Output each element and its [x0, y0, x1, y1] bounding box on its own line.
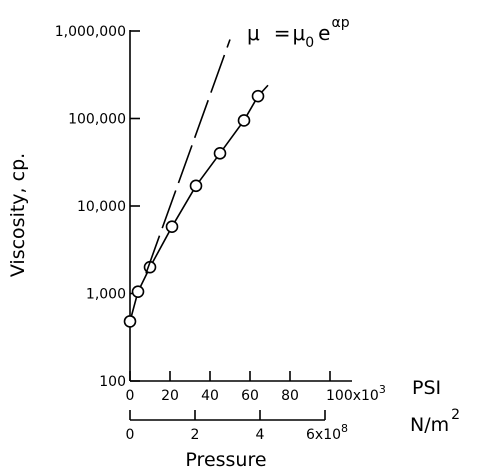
x-secondary-tick-label: 0 — [126, 427, 135, 443]
x-secondary-tick-label: 4 — [256, 427, 265, 443]
y-tick-label: 1,000 — [86, 287, 126, 303]
series-layer — [123, 39, 269, 328]
data-point — [213, 147, 227, 160]
data-point — [251, 89, 265, 103]
x-secondary-tick-label: 6x108 — [306, 422, 348, 443]
eq-equals: = — [274, 21, 291, 45]
dashed-exponential-line — [145, 39, 231, 274]
x-primary-unit-label: PSI — [412, 377, 441, 399]
x-secondary-unit-exponent: 2 — [451, 407, 460, 423]
x-primary-tick-label: 0 — [126, 388, 135, 404]
data-point — [165, 220, 179, 234]
y-tick-label: 1,000,000 — [55, 24, 126, 40]
eq-sup: αp — [331, 15, 349, 31]
data-point — [131, 285, 145, 298]
x-secondary-unit-base: N/m — [410, 414, 449, 436]
y-tick-label: 100 — [99, 374, 126, 390]
x-primary-tick-exponent: 3 — [379, 383, 386, 396]
eq-sub: 0 — [305, 35, 314, 51]
y-tick-group: 100 1,000 10,000 100,000 1,000,000 — [55, 24, 140, 390]
eq-mu: μ — [247, 21, 260, 45]
equation-annotation: μ = μ0 eαp — [247, 15, 350, 51]
x-primary-tick-label: 20 — [161, 388, 179, 404]
data-point — [123, 315, 137, 328]
x-primary-tick-label: 80 — [281, 388, 299, 404]
x-primary-tick-label: 40 — [201, 388, 219, 404]
x-secondary-tick-label: 2 — [191, 427, 200, 443]
y-tick-label: 100,000 — [68, 112, 126, 128]
data-point — [237, 114, 251, 127]
x-axis-label: Pressure — [185, 449, 266, 471]
x-secondary-tick-group: 0 2 4 6x108 — [126, 410, 348, 443]
x-primary-tick-label: 60 — [241, 388, 259, 404]
x-primary-tick-label: 100x103 — [326, 383, 386, 404]
data-point — [189, 179, 203, 193]
y-axis-label: Viscosity, cp. — [7, 153, 29, 277]
eq-mu0: μ — [293, 21, 306, 45]
eq-e: e — [318, 21, 330, 45]
x-primary-tick-group: 0 20 40 60 80 100x103 — [126, 371, 386, 404]
x-secondary-tick-exponent: 8 — [341, 422, 348, 435]
x-secondary-unit-label: N/m 2 — [410, 407, 460, 436]
y-tick-label: 10,000 — [77, 199, 126, 215]
